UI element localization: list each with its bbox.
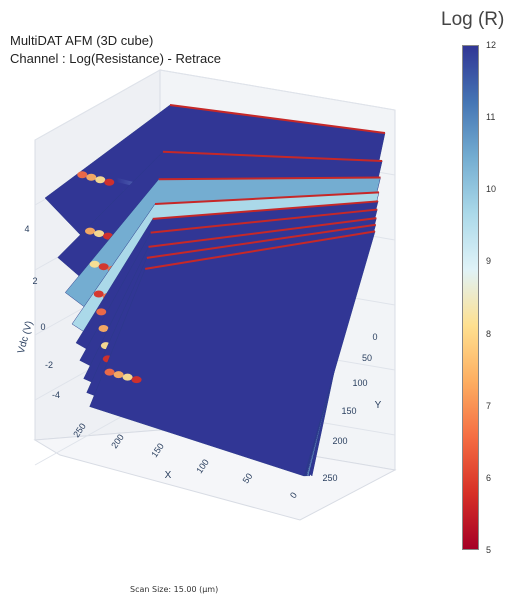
slice-edge: [145, 230, 376, 270]
resistance-spot: [98, 324, 109, 332]
slice-edge: [169, 104, 386, 134]
z-axis-label: Vdc (V): [16, 320, 35, 355]
grid-line: [34, 69, 161, 141]
colorbar: [462, 45, 479, 550]
y-tick-label: 250: [322, 473, 337, 483]
slice-edge: [162, 150, 383, 163]
x-tick-label: 0: [288, 490, 299, 500]
colorbar-tick-label: 11: [486, 112, 496, 123]
z-tick-label: -4: [52, 390, 60, 400]
z-tick-label: -2: [45, 360, 53, 370]
resistance-spot: [77, 171, 88, 179]
resistance-spot: [86, 173, 97, 181]
resistance-spot: [85, 227, 96, 235]
z-tick-label: 2: [32, 276, 37, 286]
resistance-spot: [95, 176, 106, 184]
slice-edge: [146, 223, 376, 259]
scan-size-label: Scan Size: 15.00 (µm): [130, 585, 219, 594]
z-tick-label: 4: [24, 224, 29, 234]
colorbar-tick-label: 9: [486, 256, 492, 267]
y-tick-label: 150: [341, 406, 356, 416]
colorbar-tick-label: 5: [486, 545, 492, 555]
slice-plane: [89, 230, 376, 477]
slice-edge: [148, 217, 377, 248]
x-axis-label: X: [165, 470, 172, 481]
colorbar-tick-label: 12: [486, 40, 497, 50]
slice-edge: [150, 208, 378, 234]
slice-edge: [154, 191, 380, 205]
resistance-spot: [94, 230, 105, 238]
colorbar-tick-label: 8: [486, 328, 492, 339]
resistance-spot: [131, 376, 142, 384]
y-tick-label: 200: [332, 436, 347, 446]
chart-title: MultiDAT AFM (3D cube): [10, 33, 154, 48]
y-tick-label: 50: [362, 353, 372, 363]
floor: [33, 429, 397, 521]
y-tick-label: 0: [372, 332, 377, 342]
grid-line: [159, 69, 396, 111]
resistance-spot: [122, 373, 133, 381]
slice-edge: [152, 200, 379, 220]
slice-edge: [158, 176, 381, 181]
y-axis-label: Y: [375, 400, 382, 411]
resistance-spot: [104, 368, 115, 376]
y-tick-label: 100: [352, 378, 367, 388]
resistance-spot: [93, 290, 104, 298]
chart-subtitle: Channel : Log(Resistance) - Retrace: [10, 51, 221, 66]
colorbar-title: Log (R): [441, 9, 505, 30]
z-tick-label: 0: [40, 322, 45, 332]
resistance-spot: [96, 308, 107, 316]
resistance-spot: [113, 371, 124, 379]
resistance-spot: [98, 263, 109, 271]
slice-stack: [44, 104, 386, 477]
colorbar-tick-label: 6: [486, 472, 492, 483]
colorbar-tick-label: 7: [486, 400, 492, 411]
x-tick-label: 50: [241, 471, 255, 485]
colorbar-tick-label: 10: [486, 184, 497, 195]
resistance-spot: [89, 260, 100, 268]
resistance-spot: [104, 178, 115, 186]
